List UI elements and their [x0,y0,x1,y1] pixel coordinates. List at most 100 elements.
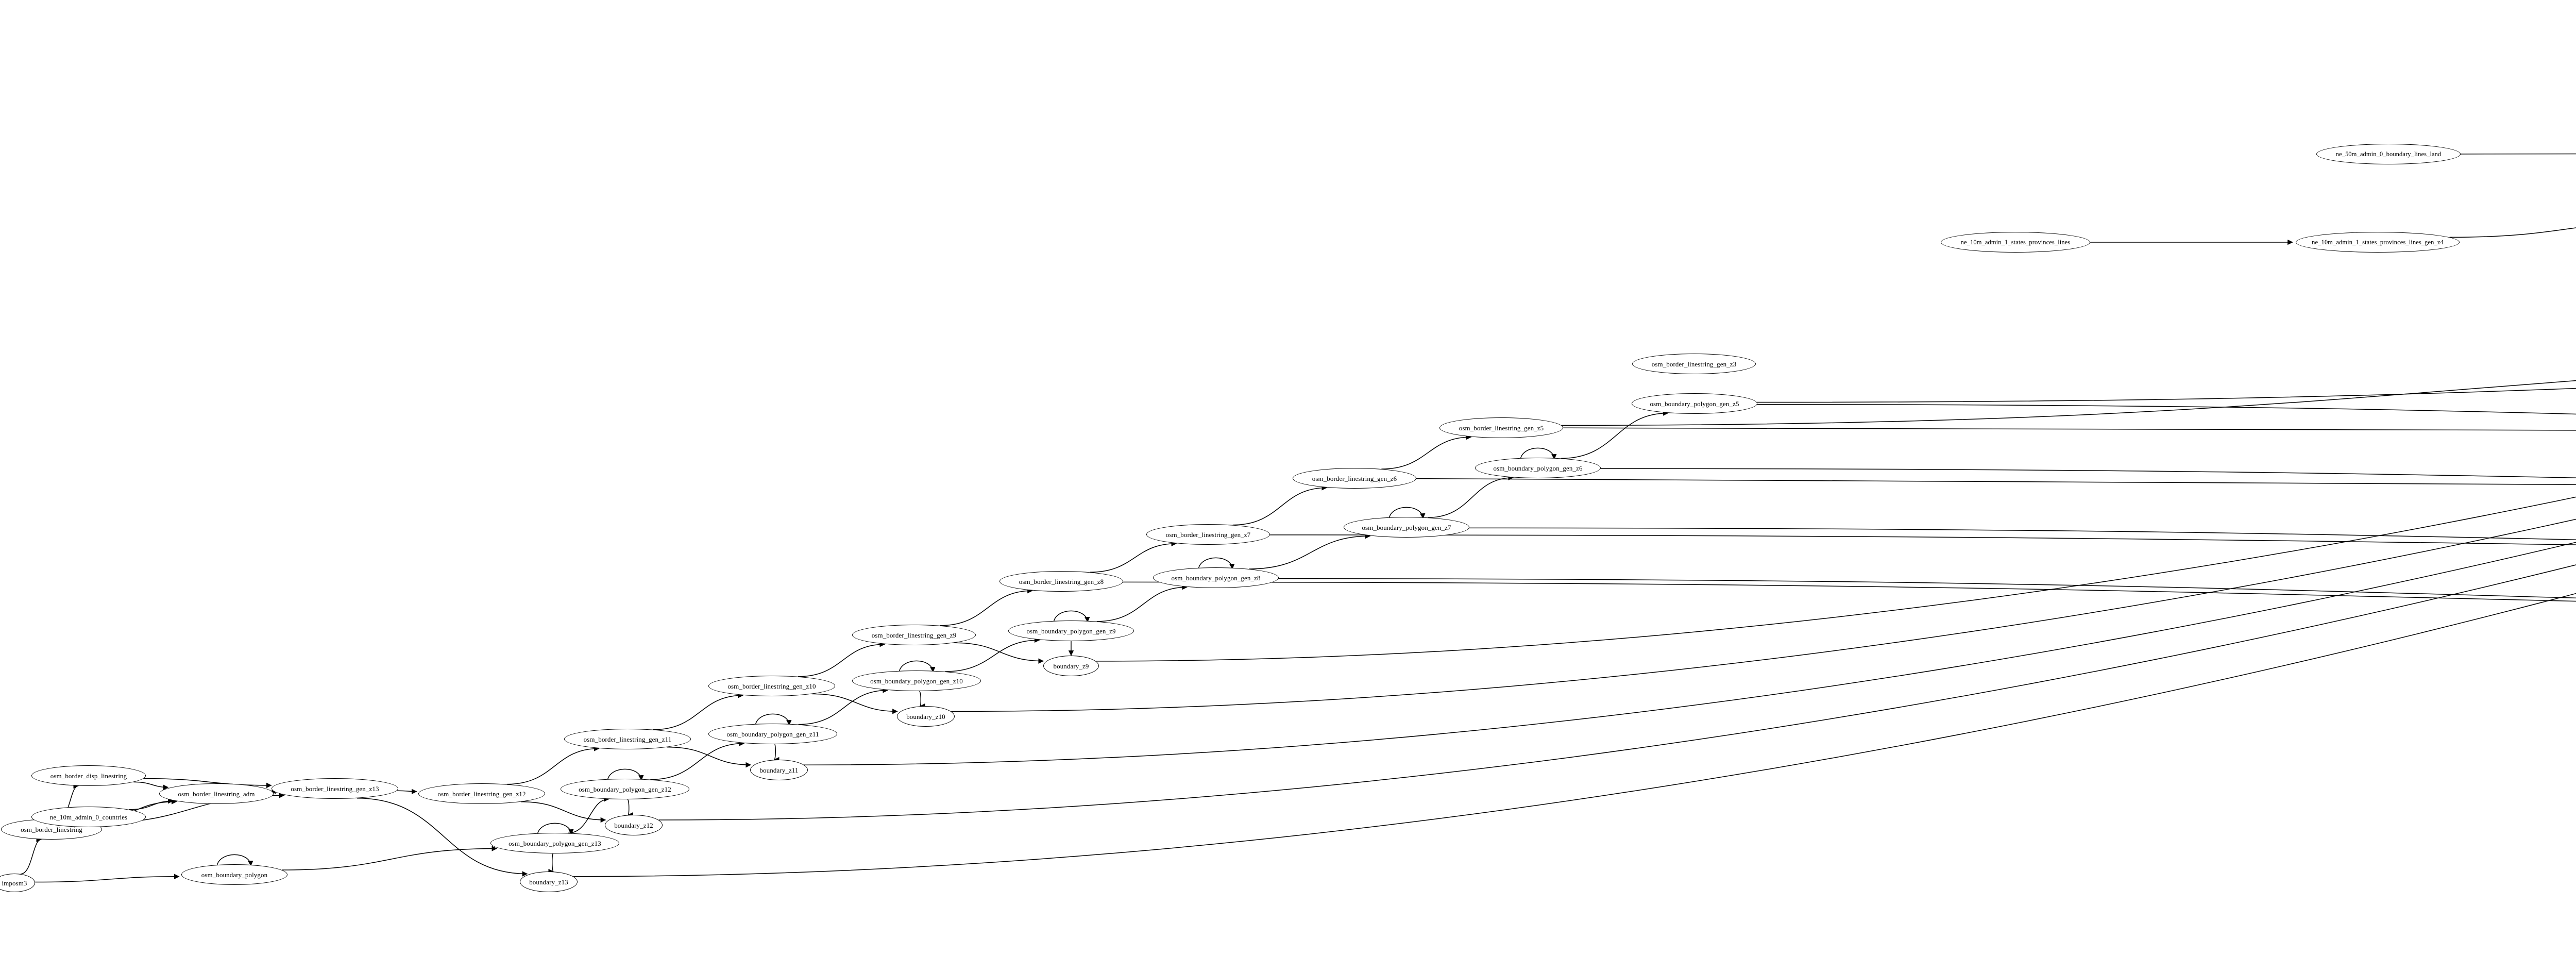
graph-node-label: boundary_z12 [614,821,653,829]
graph-node-osm_boundary_polygon_gen_z13[interactable]: osm_boundary_polygon_gen_z13 [490,833,619,853]
graph-node-label: osm_boundary_polygon_gen_z10 [870,677,963,685]
graph-edge [653,693,743,730]
graph-edge [2449,227,2576,238]
graph-node-osm_border_linestring_gen_z5[interactable]: osm_border_linestring_gen_z5 [1439,417,1563,438]
graph-edge [568,796,609,834]
graph-node-osm_border_linestring_gen_z12[interactable]: osm_border_linestring_gen_z12 [418,783,545,804]
graph-node-osm_boundary_polygon_gen_z5[interactable]: osm_boundary_polygon_gen_z5 [1632,393,1757,414]
graph-edge [129,798,174,810]
graph-node-osm_boundary_polygon_gen_z12[interactable]: osm_boundary_polygon_gen_z12 [561,779,689,799]
graph-node-label: osm_border_linestring_adm [178,790,255,798]
graph-edge [1269,534,2576,545]
graph-edge [919,691,925,709]
graph-edge [1096,496,2576,662]
graph-node-label: osm_border_linestring_gen_z11 [583,735,672,743]
graph-edge [812,693,898,714]
graph-node-ne_10m_admin_0_countries[interactable]: ne_10m_admin_0_countries [31,807,146,827]
graph-edge [939,588,1033,626]
graph-node-osm_boundary_polygon_gen_z9[interactable]: osm_boundary_polygon_gen_z9 [1008,621,1134,641]
graph-node-boundary_z11[interactable]: boundary_z11 [750,760,808,780]
graph-node-osm_border_linestring_gen_z3[interactable]: osm_border_linestring_gen_z3 [1632,354,1756,374]
graph-node-boundary_z9[interactable]: boundary_z9 [1043,656,1099,676]
graph-edge [1757,404,2576,415]
graph-edge [945,637,1040,672]
graph-node-label: osm_border_linestring_gen_z12 [437,790,526,798]
graph-node-label: osm_border_linestring_gen_z5 [1459,424,1544,432]
graph-node-label: osm_boundary_polygon [201,870,268,879]
graph-node-label: osm_border_linestring_gen_z10 [727,682,816,690]
graph-node-label: ne_10m_admin_1_states_provinces_lines_ge… [2312,238,2444,246]
graph-node-osm_border_linestring_gen_z11[interactable]: osm_border_linestring_gen_z11 [564,729,691,749]
graph-edge [650,741,745,780]
graph-node-osm_border_disp_linestring[interactable]: osm_border_disp_linestring [31,765,146,786]
graph-node-label: osm_border_linestring_gen_z9 [871,631,957,639]
graph-node-osm_border_linestring_gen_z8[interactable]: osm_border_linestring_gen_z8 [999,571,1123,592]
graph-node-label: osm_border_linestring [21,825,82,833]
graph-edge [1096,584,1188,622]
graph-edge [1469,527,2576,540]
graph-node-boundary_z13[interactable]: boundary_z13 [520,872,578,892]
graph-node-ne_50m_admin_0_boundary_lines_land[interactable]: ne_50m_admin_0_boundary_lines_land [2316,144,2461,164]
graph-node-osm_boundary_polygon_gen_z7[interactable]: osm_boundary_polygon_gen_z7 [1344,517,1469,538]
graph-node-label: osm_boundary_polygon_gen_z6 [1493,464,1583,472]
graph-node-label: osm_boundary_polygon_gen_z8 [1171,574,1261,582]
graph-node-imposm3[interactable]: imposm3 [0,874,35,892]
graph-edge [20,836,42,875]
graph-edge [133,781,169,790]
graph-edge [1232,485,1327,526]
graph-edge [1249,533,1371,569]
graph-edge [773,744,779,763]
graph-edge [667,746,752,768]
graph-edge [1757,388,2576,403]
graph-node-osm_border_linestring_gen_z10[interactable]: osm_border_linestring_gen_z10 [708,676,835,696]
graph-node-boundary_z10[interactable]: boundary_z10 [897,706,955,727]
graph-node-label: ne_10m_admin_1_states_provinces_lines [1960,238,2071,246]
graph-node-label: osm_boundary_polygon_gen_z5 [1650,399,1739,408]
graph-node-label: osm_boundary_polygon_gen_z9 [1026,627,1116,635]
graph-node-osm_boundary_polygon_gen_z11[interactable]: osm_boundary_polygon_gen_z11 [708,724,837,744]
graph-edge [1278,578,2576,599]
graph-edge [521,801,606,823]
graph-edge [1428,475,1514,518]
graph-node-osm_border_linestring_gen_z9[interactable]: osm_border_linestring_gen_z9 [852,625,976,645]
graph-node-label: boundary_z13 [529,878,568,886]
graph-node-label: ne_50m_admin_0_boundary_lines_land [2335,150,2442,158]
graph-node-label: boundary_z10 [906,712,945,721]
graph-edge [573,593,2576,877]
graph-edge [506,746,600,785]
graph-node-boundary_z12[interactable]: boundary_z12 [605,815,663,835]
graph-node-osm_boundary_polygon[interactable]: osm_boundary_polygon [181,864,287,885]
graph-node-ne_10m_admin_1_states_provinces_lines_gen_z4[interactable]: ne_10m_admin_1_states_provinces_lines_ge… [2296,232,2460,253]
graph-node-label: osm_border_linestring_gen_z13 [291,784,379,793]
graph-edge [798,688,888,725]
graph-node-osm_border_linestring_gen_z6[interactable]: osm_border_linestring_gen_z6 [1293,468,1416,489]
graph-edge [1416,478,2576,485]
graph-node-osm_border_linestring_adm[interactable]: osm_border_linestring_adm [159,783,274,804]
graph-edge [35,874,180,883]
graph-node-label: osm_border_linestring_gen_z3 [1651,360,1737,368]
graph-node-label: boundary_z11 [759,766,799,774]
graph-node-label: osm_boundary_polygon_gen_z12 [579,785,671,793]
graph-edge [627,799,634,818]
graph-edge [1123,581,2576,602]
graph-node-label: osm_border_linestring_gen_z6 [1312,474,1397,482]
graph-node-label: osm_border_disp_linestring [50,772,127,780]
graph-node-osm_border_linestring_gen_z7[interactable]: osm_border_linestring_gen_z7 [1146,524,1270,545]
graph-node-osm_boundary_polygon_gen_z10[interactable]: osm_boundary_polygon_gen_z10 [852,671,981,691]
graph-node-label: osm_border_linestring_gen_z8 [1019,577,1104,585]
graph-node-label: osm_boundary_polygon_gen_z11 [726,730,819,738]
graph-node-osm_border_linestring_gen_z13[interactable]: osm_border_linestring_gen_z13 [272,778,398,799]
graph-edge [357,797,528,877]
graph-node-label: ne_10m_admin_0_countries [49,813,128,821]
graph-node-label: boundary_z9 [1053,662,1089,670]
graph-edge [1563,427,2576,431]
graph-edge [548,853,554,875]
graph-node-osm_boundary_polygon_gen_z8[interactable]: osm_boundary_polygon_gen_z8 [1153,567,1279,588]
graph-node-osm_boundary_polygon_gen_z6[interactable]: osm_boundary_polygon_gen_z6 [1475,458,1601,478]
graph-node-ne_10m_admin_1_states_provinces_lines[interactable]: ne_10m_admin_1_states_provinces_lines [1941,232,2090,253]
graph-edge [954,642,1044,664]
graph-edge [1090,541,1177,573]
graph-node-label: osm_boundary_polygon_gen_z13 [509,839,601,847]
